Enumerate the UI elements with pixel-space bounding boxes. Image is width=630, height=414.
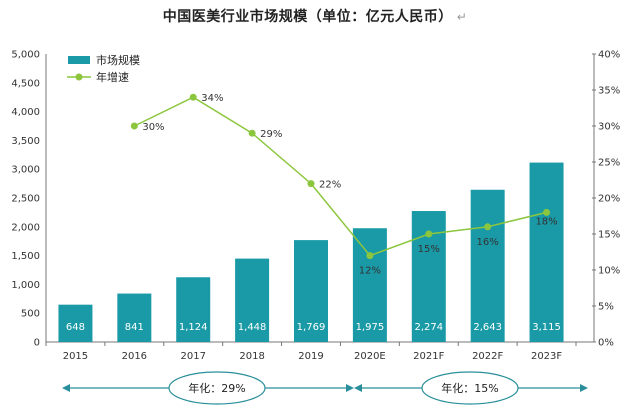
left-tick-label: 0 <box>34 338 40 349</box>
cagr-annotations: 年化：29% 年化：15% <box>62 371 588 405</box>
bar <box>470 189 505 342</box>
bar <box>529 162 564 342</box>
growth-point <box>543 208 551 216</box>
growth-value-label: 30% <box>142 122 164 133</box>
legend-bar-swatch <box>68 56 90 64</box>
bar-value-label: 841 <box>125 322 144 333</box>
cagr-right-oval <box>421 371 519 405</box>
cagr-left-label: 年化：29% <box>188 381 245 395</box>
bar-value-label: 1,975 <box>356 322 385 333</box>
right-tick-label: 10% <box>598 266 620 277</box>
growth-value-label: 34% <box>201 93 223 104</box>
left-tick-label: 2,500 <box>11 194 40 205</box>
growth-value-label: 29% <box>260 129 282 140</box>
left-tick-label: 4,500 <box>11 78 40 89</box>
cagr-right-label: 年化：15% <box>441 381 498 395</box>
growth-value-label: 18% <box>535 216 557 227</box>
right-tick-label: 30% <box>598 122 620 133</box>
cagr-left-oval <box>168 371 266 405</box>
right-tick-label: 20% <box>598 194 620 205</box>
legend-line-label: 年增速 <box>96 70 129 84</box>
x-tick-label: 2017 <box>180 351 205 362</box>
cagr-right-arrow-arrowhead-right <box>580 384 588 392</box>
cagr-right-arrow-arrowhead-left <box>354 384 362 392</box>
legend-line-marker <box>75 73 83 81</box>
left-tick-label: 1,500 <box>11 251 40 262</box>
left-tick-label: 500 <box>21 309 40 320</box>
bars: 648 841 1,124 1,448 1,769 1,975 2,274 2,643 3,11… <box>58 162 564 342</box>
growth-point <box>130 122 138 130</box>
left-axis-ticks: 0 500 1,000 1,500 2,000 2,500 3,000 3,500 4,000 4… <box>11 50 40 349</box>
left-tick-label: 3,000 <box>11 165 40 176</box>
chart-title-text: 中国医美行业市场规模（单位：亿元人民币） <box>162 9 453 25</box>
right-tick-label: 35% <box>598 86 620 97</box>
left-tick-label: 5,000 <box>11 50 40 61</box>
bar <box>352 228 387 342</box>
x-tick-label: 2021F <box>413 351 444 362</box>
growth-value-label: 16% <box>477 237 499 248</box>
right-tick-label: 0% <box>598 338 614 349</box>
growth-point <box>484 223 492 231</box>
growth-line-path <box>134 96 547 257</box>
growth-value-label: 12% <box>359 266 381 277</box>
right-tick-label: 5% <box>598 302 614 313</box>
bar-value-label: 1,448 <box>238 322 267 333</box>
growth-value-label: 15% <box>418 244 440 255</box>
bar-value-label: 2,274 <box>414 322 443 333</box>
bar-value-label: 3,115 <box>532 322 561 333</box>
bar <box>176 277 211 342</box>
legend-bar-label: 市场规模 <box>96 53 140 67</box>
left-tick-label: 2,000 <box>11 222 40 233</box>
bar-value-label: 1,769 <box>297 322 326 333</box>
growth-line: 30% 34% 29% 22% 12% 15% 16% 18% <box>130 93 558 277</box>
growth-point <box>307 180 315 188</box>
bar <box>235 258 270 342</box>
x-tick-label: 2015 <box>63 351 88 362</box>
x-tick-label: 2020E <box>354 351 386 362</box>
chart-title: 中国医美行业市场规模（单位：亿元人民币） ↵ <box>0 6 630 26</box>
growth-point <box>189 93 197 101</box>
right-axis-ticks: 0% 5% 10% 15% 20% 25% 30% 35% 40% <box>592 50 620 349</box>
growth-point <box>425 230 433 238</box>
right-tick-label: 25% <box>598 158 620 169</box>
return-mark-icon: ↵ <box>456 10 468 24</box>
cagr-left-arrow-arrowhead-left <box>62 384 70 392</box>
x-axis-ticks: 2015 2016 2017 2018 2019 2020E 2021F 2022F 2023F <box>63 351 563 362</box>
x-tick-label: 2016 <box>122 351 147 362</box>
x-tick-label: 2019 <box>298 351 323 362</box>
x-tick-label: 2023F <box>531 351 562 362</box>
x-tick-label: 2022F <box>472 351 503 362</box>
bar-value-label: 648 <box>66 322 85 333</box>
growth-point <box>248 129 256 137</box>
bar-value-label: 1,124 <box>179 322 208 333</box>
x-tick-label: 2018 <box>239 351 264 362</box>
bar <box>294 240 328 342</box>
bar-value-label: 2,643 <box>473 322 502 333</box>
growth-point <box>366 252 374 260</box>
bar <box>117 293 152 342</box>
cagr-left-arrow-arrowhead-right <box>346 384 354 392</box>
left-tick-label: 1,000 <box>11 280 40 291</box>
left-tick-label: 4,000 <box>11 107 40 118</box>
right-tick-label: 40% <box>598 50 620 61</box>
bar <box>58 304 93 342</box>
left-tick-label: 3,500 <box>11 136 40 147</box>
right-tick-label: 15% <box>598 230 620 241</box>
growth-value-label: 22% <box>319 180 341 191</box>
